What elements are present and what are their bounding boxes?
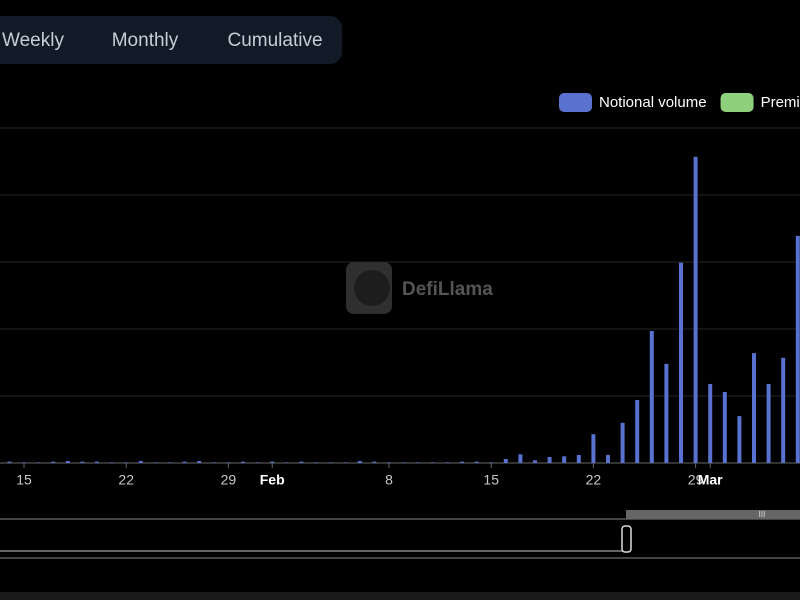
x-tick-label: 15 [16,472,32,488]
bar [576,454,581,463]
bar [314,462,318,463]
bar [95,461,99,463]
x-tick-label: 29 [221,472,237,488]
bar [36,462,41,463]
bar [430,462,435,463]
bar [284,462,289,463]
bar [22,462,26,463]
bar [562,456,567,463]
bar [591,434,596,463]
watermark: DefiLlama [402,279,493,300]
x-tick-label: 22 [118,472,134,488]
bar [168,462,172,463]
bar [255,462,260,463]
bar [211,462,216,463]
legend-swatch [559,93,592,112]
x-tick-label: 29 [688,472,704,488]
x-tick-label: 22 [586,472,602,488]
svg-text:III: III [759,510,766,519]
x-tick-label: Feb [260,472,285,488]
zoom-slider[interactable]: III [0,510,800,559]
bar [620,422,625,463]
bar [649,331,654,463]
legend-label: Premium volume [761,94,800,111]
bar [460,461,464,463]
bar [474,461,479,463]
bar [182,461,187,463]
bar [343,462,348,463]
bar [226,462,231,463]
bar [80,461,85,463]
bar [445,462,450,463]
bar [781,357,786,463]
footer-bar [0,592,800,600]
bar [51,461,56,463]
tab[interactable]: Cumulative [227,30,322,51]
bar [722,391,727,463]
bar [387,462,391,463]
bar [503,458,508,463]
bar [679,262,683,463]
bar [270,461,275,463]
bar [664,363,669,463]
bar [766,383,771,463]
legend-swatch [720,93,754,112]
bar [197,460,202,463]
bar [299,461,304,463]
legend-label: Notional volume [599,94,707,111]
x-tick-label: 15 [483,472,499,488]
bar [533,460,537,463]
bar [7,461,12,463]
bar [357,460,362,463]
bar [109,462,114,463]
bar [752,353,756,463]
watermark-logo [346,262,392,314]
x-tick-label: Mar [698,472,723,488]
bar [547,456,552,463]
bar [489,462,494,463]
bar [124,462,129,463]
bar [416,462,421,463]
bar [372,461,377,463]
bar [138,460,143,463]
bar [65,460,70,463]
bar [737,416,742,463]
bar [708,383,713,463]
bar [606,454,610,463]
tab-bar [0,16,342,64]
bar [693,156,698,463]
tab[interactable]: Monthly [112,30,179,51]
bar [401,462,406,463]
bar [153,462,158,463]
x-tick-label: 8 [385,472,393,488]
bar [518,454,523,463]
bar [328,462,333,463]
bar [635,400,640,463]
bar [241,461,245,463]
bar [795,235,800,463]
tab[interactable]: Weekly [2,30,64,51]
